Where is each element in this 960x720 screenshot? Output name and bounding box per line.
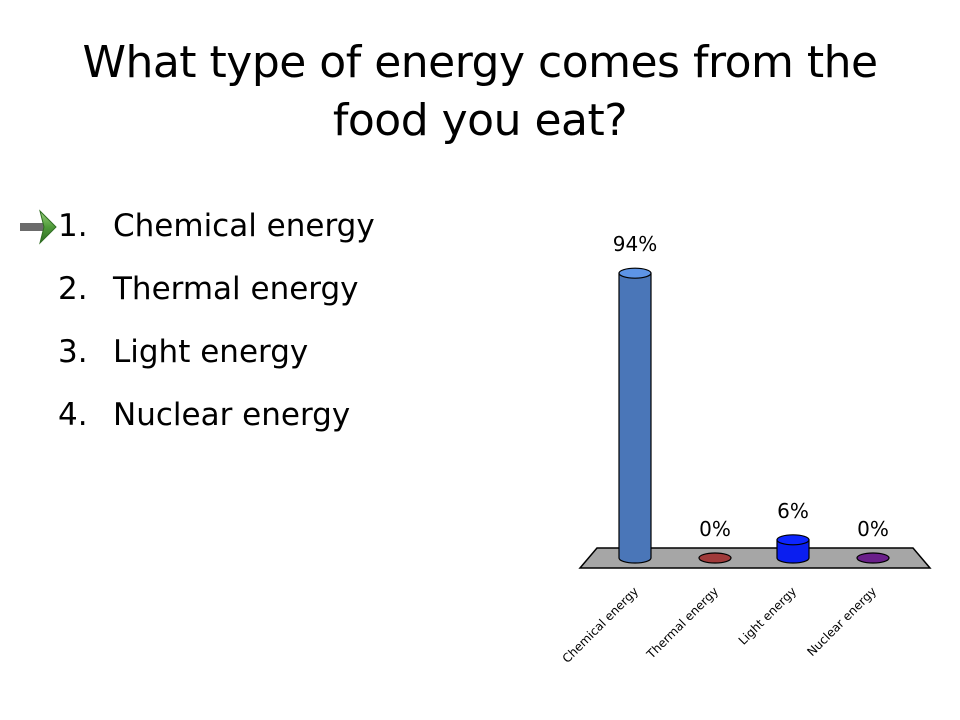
bar-base <box>698 552 732 564</box>
data-label: 94% <box>613 232 657 256</box>
option-number: 1. <box>58 208 88 244</box>
answer-options: 1. Chemical energy 2. Thermal energy 3. Lig… <box>58 200 375 452</box>
bar-thermal-energy <box>698 552 732 564</box>
bar-body <box>618 272 652 564</box>
bar-chemical-energy <box>618 267 652 564</box>
slide-title: What type of energy comes from the food … <box>40 34 920 150</box>
option-label: Thermal energy <box>113 271 359 307</box>
chart-floor <box>578 547 932 569</box>
bar-top <box>618 267 652 279</box>
option-2[interactable]: 2. Thermal energy <box>58 263 375 326</box>
bar-group <box>618 267 890 564</box>
option-number: 2. <box>58 271 88 307</box>
data-label: 0% <box>857 517 889 541</box>
title-line-1: What type of energy comes from the <box>82 37 878 88</box>
data-label: 6% <box>777 499 809 523</box>
category-label: Light energy <box>736 584 799 647</box>
data-label-group: 94% 0% 6% 0% <box>613 232 889 541</box>
bar-top <box>776 534 810 546</box>
bar-light-energy <box>776 534 810 564</box>
option-label: Chemical energy <box>113 208 375 244</box>
title-line-2: food you eat? <box>332 95 628 146</box>
option-3[interactable]: 3. Light energy <box>58 326 375 389</box>
bar-base <box>856 552 890 564</box>
bar-nuclear-energy <box>856 552 890 564</box>
data-label: 0% <box>699 517 731 541</box>
option-number: 3. <box>58 334 88 370</box>
bar-body <box>776 539 810 564</box>
option-label: Nuclear energy <box>113 397 351 433</box>
category-label-group: Chemical energy Thermal energy Light energ… <box>560 584 880 666</box>
category-label: Thermal energy <box>643 584 721 662</box>
category-label: Chemical energy <box>560 584 642 666</box>
option-4[interactable]: 4. Nuclear energy <box>58 389 375 452</box>
right-arrow-icon <box>20 209 57 245</box>
option-1[interactable]: 1. Chemical energy <box>58 200 375 263</box>
results-bar-chart: 94% 0% 6% 0% Chemical energy Thermal energy L… <box>560 232 932 666</box>
option-number: 4. <box>58 397 88 433</box>
option-label: Light energy <box>113 334 309 370</box>
category-label: Nuclear energy <box>804 584 879 659</box>
